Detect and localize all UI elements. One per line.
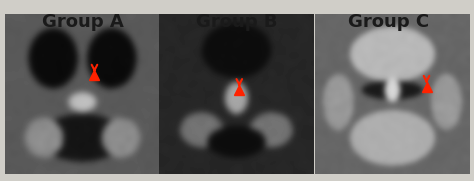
Text: Group A: Group A <box>42 13 124 31</box>
Text: Group C: Group C <box>348 13 429 31</box>
Text: Group B: Group B <box>196 13 278 31</box>
